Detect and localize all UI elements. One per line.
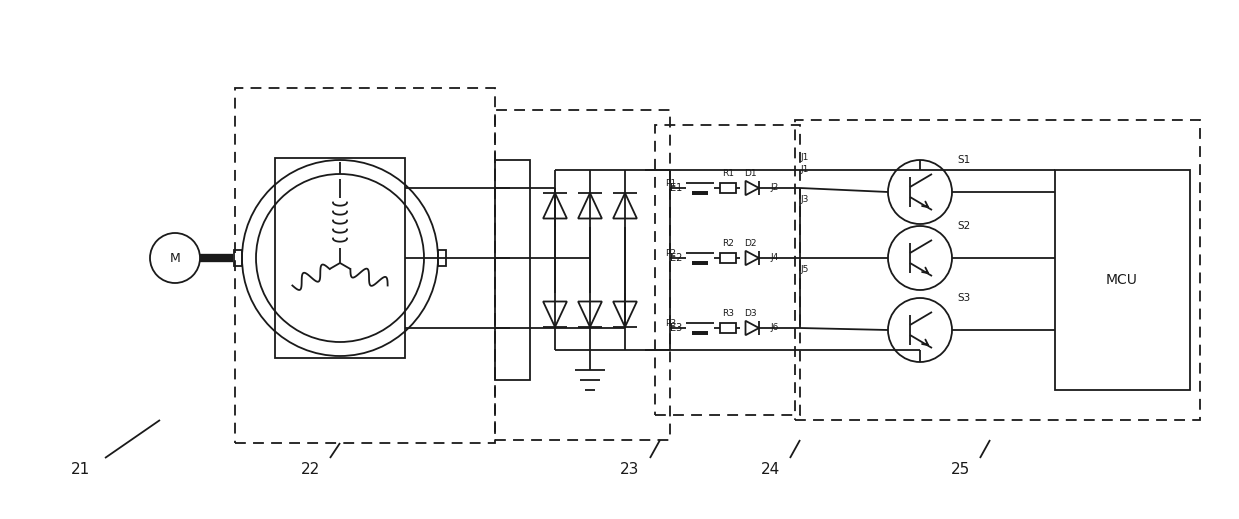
Bar [275,158,405,358]
Text: J6: J6 [769,323,778,333]
Bar [439,250,446,266]
Polygon shape [543,302,567,327]
Text: 22: 22 [300,462,320,477]
Circle shape [256,174,424,342]
Polygon shape [613,193,637,218]
Text: R1: R1 [722,170,733,179]
Text: P2: P2 [665,249,676,257]
Circle shape [888,160,952,224]
Text: J4: J4 [769,253,778,263]
Polygon shape [579,193,602,218]
Circle shape [888,226,952,290]
Bar [655,125,800,415]
Text: S1: S1 [957,155,970,165]
Polygon shape [746,251,760,265]
Text: E3: E3 [670,323,681,333]
Bar [720,253,736,263]
Bar [795,120,1201,420]
Bar [235,88,496,443]
Text: 25: 25 [950,462,970,477]
Text: 24: 24 [761,462,779,477]
Text: D1: D1 [743,170,756,179]
Circle shape [150,233,199,283]
Text: J1: J1 [800,166,808,174]
Bar [496,110,670,440]
Polygon shape [746,181,760,195]
Bar [1054,170,1189,390]
Text: J2: J2 [769,184,778,193]
Circle shape [242,160,439,356]
Bar [720,323,736,333]
Text: J1: J1 [800,154,808,162]
Text: 21: 21 [71,462,89,477]
Polygon shape [746,321,760,335]
Text: M: M [170,252,181,265]
Text: D2: D2 [743,239,756,249]
Text: P3: P3 [665,319,676,327]
Circle shape [888,298,952,362]
Text: D3: D3 [743,309,756,319]
Bar [720,183,736,193]
Bar [234,250,242,266]
Text: R2: R2 [722,239,733,249]
Text: J5: J5 [800,266,808,275]
Bar [496,160,530,380]
Text: S3: S3 [957,293,970,303]
Text: S2: S2 [957,221,970,231]
Polygon shape [613,302,637,327]
Text: MCU: MCU [1106,273,1137,287]
Text: E1: E1 [670,183,681,193]
Polygon shape [579,302,602,327]
Polygon shape [543,193,567,218]
Text: J3: J3 [800,196,808,204]
Text: E2: E2 [669,253,681,263]
Text: R3: R3 [722,309,733,319]
Text: P1: P1 [665,179,676,187]
Text: 23: 23 [621,462,639,477]
